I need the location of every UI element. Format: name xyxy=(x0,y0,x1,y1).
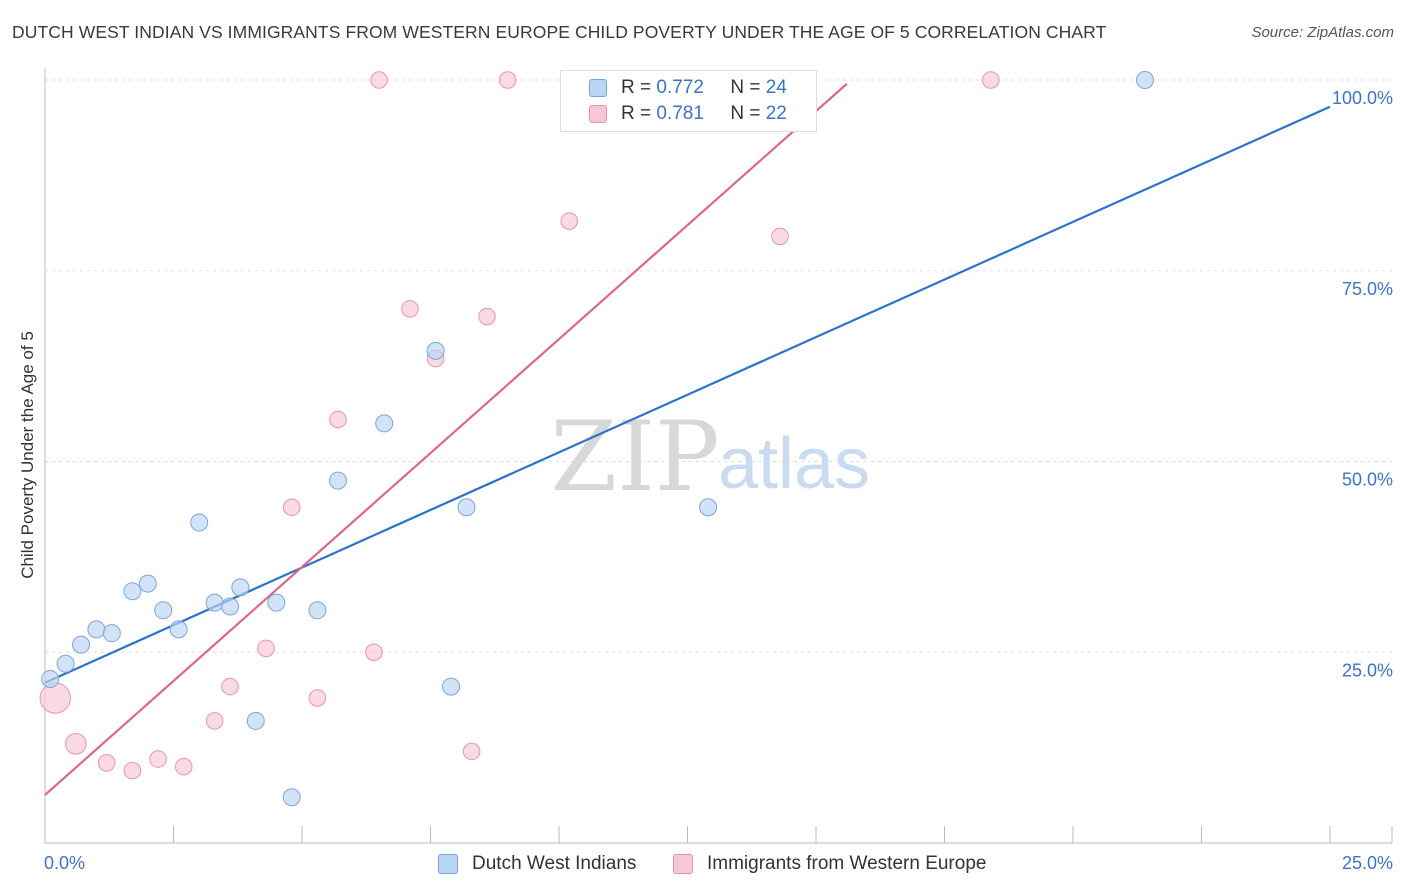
y-tick-label: 25.0% xyxy=(1342,660,1393,680)
legend-swatch-pink xyxy=(589,105,607,123)
point-immigrants-western-europe xyxy=(149,750,167,768)
point-dutch-west-indians xyxy=(699,498,718,517)
point-dutch-west-indians xyxy=(87,620,106,639)
point-dutch-west-indians xyxy=(267,593,286,612)
chart-title: DUTCH WEST INDIAN VS IMMIGRANTS FROM WES… xyxy=(12,22,1107,42)
axes xyxy=(44,68,1393,844)
point-immigrants-western-europe xyxy=(123,761,142,780)
point-dutch-west-indians xyxy=(457,498,476,517)
point-dutch-west-indians xyxy=(190,513,209,532)
point-immigrants-western-europe xyxy=(365,643,383,662)
legend-r-label: R = xyxy=(621,103,652,124)
point-dutch-west-indians xyxy=(154,601,173,620)
point-dutch-west-indians xyxy=(246,711,265,730)
point-immigrants-western-europe xyxy=(462,742,481,761)
watermark: ZIP atlas xyxy=(550,401,870,513)
legend-swatch-blue xyxy=(589,79,607,97)
point-dutch-west-indians xyxy=(282,788,301,807)
tick-labels: 25.0% 50.0% 75.0% 100.0% 0.0% 25.0% xyxy=(44,88,1393,873)
trend-line-immigrants-western-europe xyxy=(44,82,848,796)
y-tick-label: 100.0% xyxy=(1332,88,1393,108)
point-immigrants-western-europe xyxy=(64,732,87,755)
x-tick-label: 25.0% xyxy=(1342,853,1393,873)
grid-lines xyxy=(45,79,1392,653)
legend-n-label: N = xyxy=(730,103,761,124)
legend-r-label: R = xyxy=(621,77,652,98)
point-dutch-west-indians xyxy=(41,669,60,688)
point-immigrants-western-europe xyxy=(97,754,116,772)
point-immigrants-western-europe xyxy=(257,639,275,658)
point-immigrants-western-europe xyxy=(205,712,224,730)
bottom-legend-swatch-pink xyxy=(673,854,693,874)
y-tick-label: 75.0% xyxy=(1342,279,1393,299)
legend-r-value-pink: 0.781 xyxy=(656,103,704,124)
point-dutch-west-indians xyxy=(71,635,90,654)
point-dutch-west-indians xyxy=(442,677,461,696)
trend-lines xyxy=(44,82,1331,796)
trend-line-dutch-west-indians xyxy=(44,105,1331,684)
bottom-legend-label-pink: Immigrants from Western Europe xyxy=(707,853,987,874)
point-immigrants-western-europe xyxy=(560,212,579,230)
y-tick-label: 50.0% xyxy=(1342,470,1393,490)
data-points xyxy=(39,71,1154,807)
legend-n-value-blue: 24 xyxy=(765,77,787,98)
legend-n-label: N = xyxy=(730,77,761,98)
point-immigrants-western-europe xyxy=(771,227,789,246)
point-dutch-west-indians xyxy=(221,597,240,616)
point-dutch-west-indians xyxy=(231,578,250,597)
point-dutch-west-indians xyxy=(138,574,157,593)
point-dutch-west-indians xyxy=(426,341,445,360)
point-dutch-west-indians xyxy=(169,620,188,639)
point-dutch-west-indians xyxy=(205,593,224,612)
legend-n-value-pink: 22 xyxy=(765,103,787,124)
correlation-legend: R = 0.772 N = 24 R = 0.781 N = 22 xyxy=(560,70,817,132)
legend-r-value-blue: 0.772 xyxy=(656,77,704,98)
point-dutch-west-indians xyxy=(56,654,75,673)
point-immigrants-western-europe xyxy=(308,689,327,707)
point-immigrants-western-europe xyxy=(401,300,419,318)
point-dutch-west-indians xyxy=(328,471,347,490)
source-label: Source: ZipAtlas.com xyxy=(1251,24,1394,41)
legend-text-pink: R = 0.781 N = 22 xyxy=(621,103,787,125)
point-dutch-west-indians xyxy=(123,582,142,601)
watermark-atlas: atlas xyxy=(718,424,870,504)
bottom-legend-swatch-blue xyxy=(438,854,458,874)
point-dutch-west-indians xyxy=(102,624,121,643)
point-immigrants-western-europe xyxy=(498,71,517,89)
point-immigrants-western-europe xyxy=(282,498,301,517)
x-tick-label: 0.0% xyxy=(44,853,85,873)
point-immigrants-western-europe xyxy=(221,677,239,696)
point-immigrants-western-europe xyxy=(329,410,347,429)
point-immigrants-western-europe xyxy=(175,757,193,776)
watermark-zip: ZIP xyxy=(550,401,719,513)
point-immigrants-western-europe xyxy=(370,71,388,89)
point-immigrants-western-europe xyxy=(39,682,71,714)
bottom-legend-label-blue: Dutch West Indians xyxy=(472,853,637,874)
point-dutch-west-indians xyxy=(308,601,327,620)
point-immigrants-western-europe xyxy=(478,307,496,326)
point-immigrants-western-europe xyxy=(981,71,1000,89)
point-dutch-west-indians xyxy=(1135,71,1154,89)
legend-text-blue: R = 0.772 N = 24 xyxy=(621,77,787,99)
point-dutch-west-indians xyxy=(375,414,394,433)
